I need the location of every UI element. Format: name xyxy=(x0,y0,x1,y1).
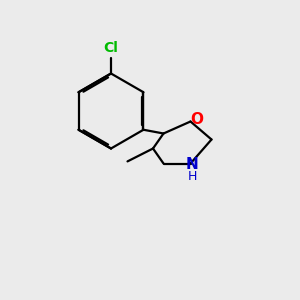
Text: Cl: Cl xyxy=(103,40,118,55)
Text: N: N xyxy=(186,157,198,172)
Text: H: H xyxy=(187,169,197,183)
Text: O: O xyxy=(190,112,204,128)
